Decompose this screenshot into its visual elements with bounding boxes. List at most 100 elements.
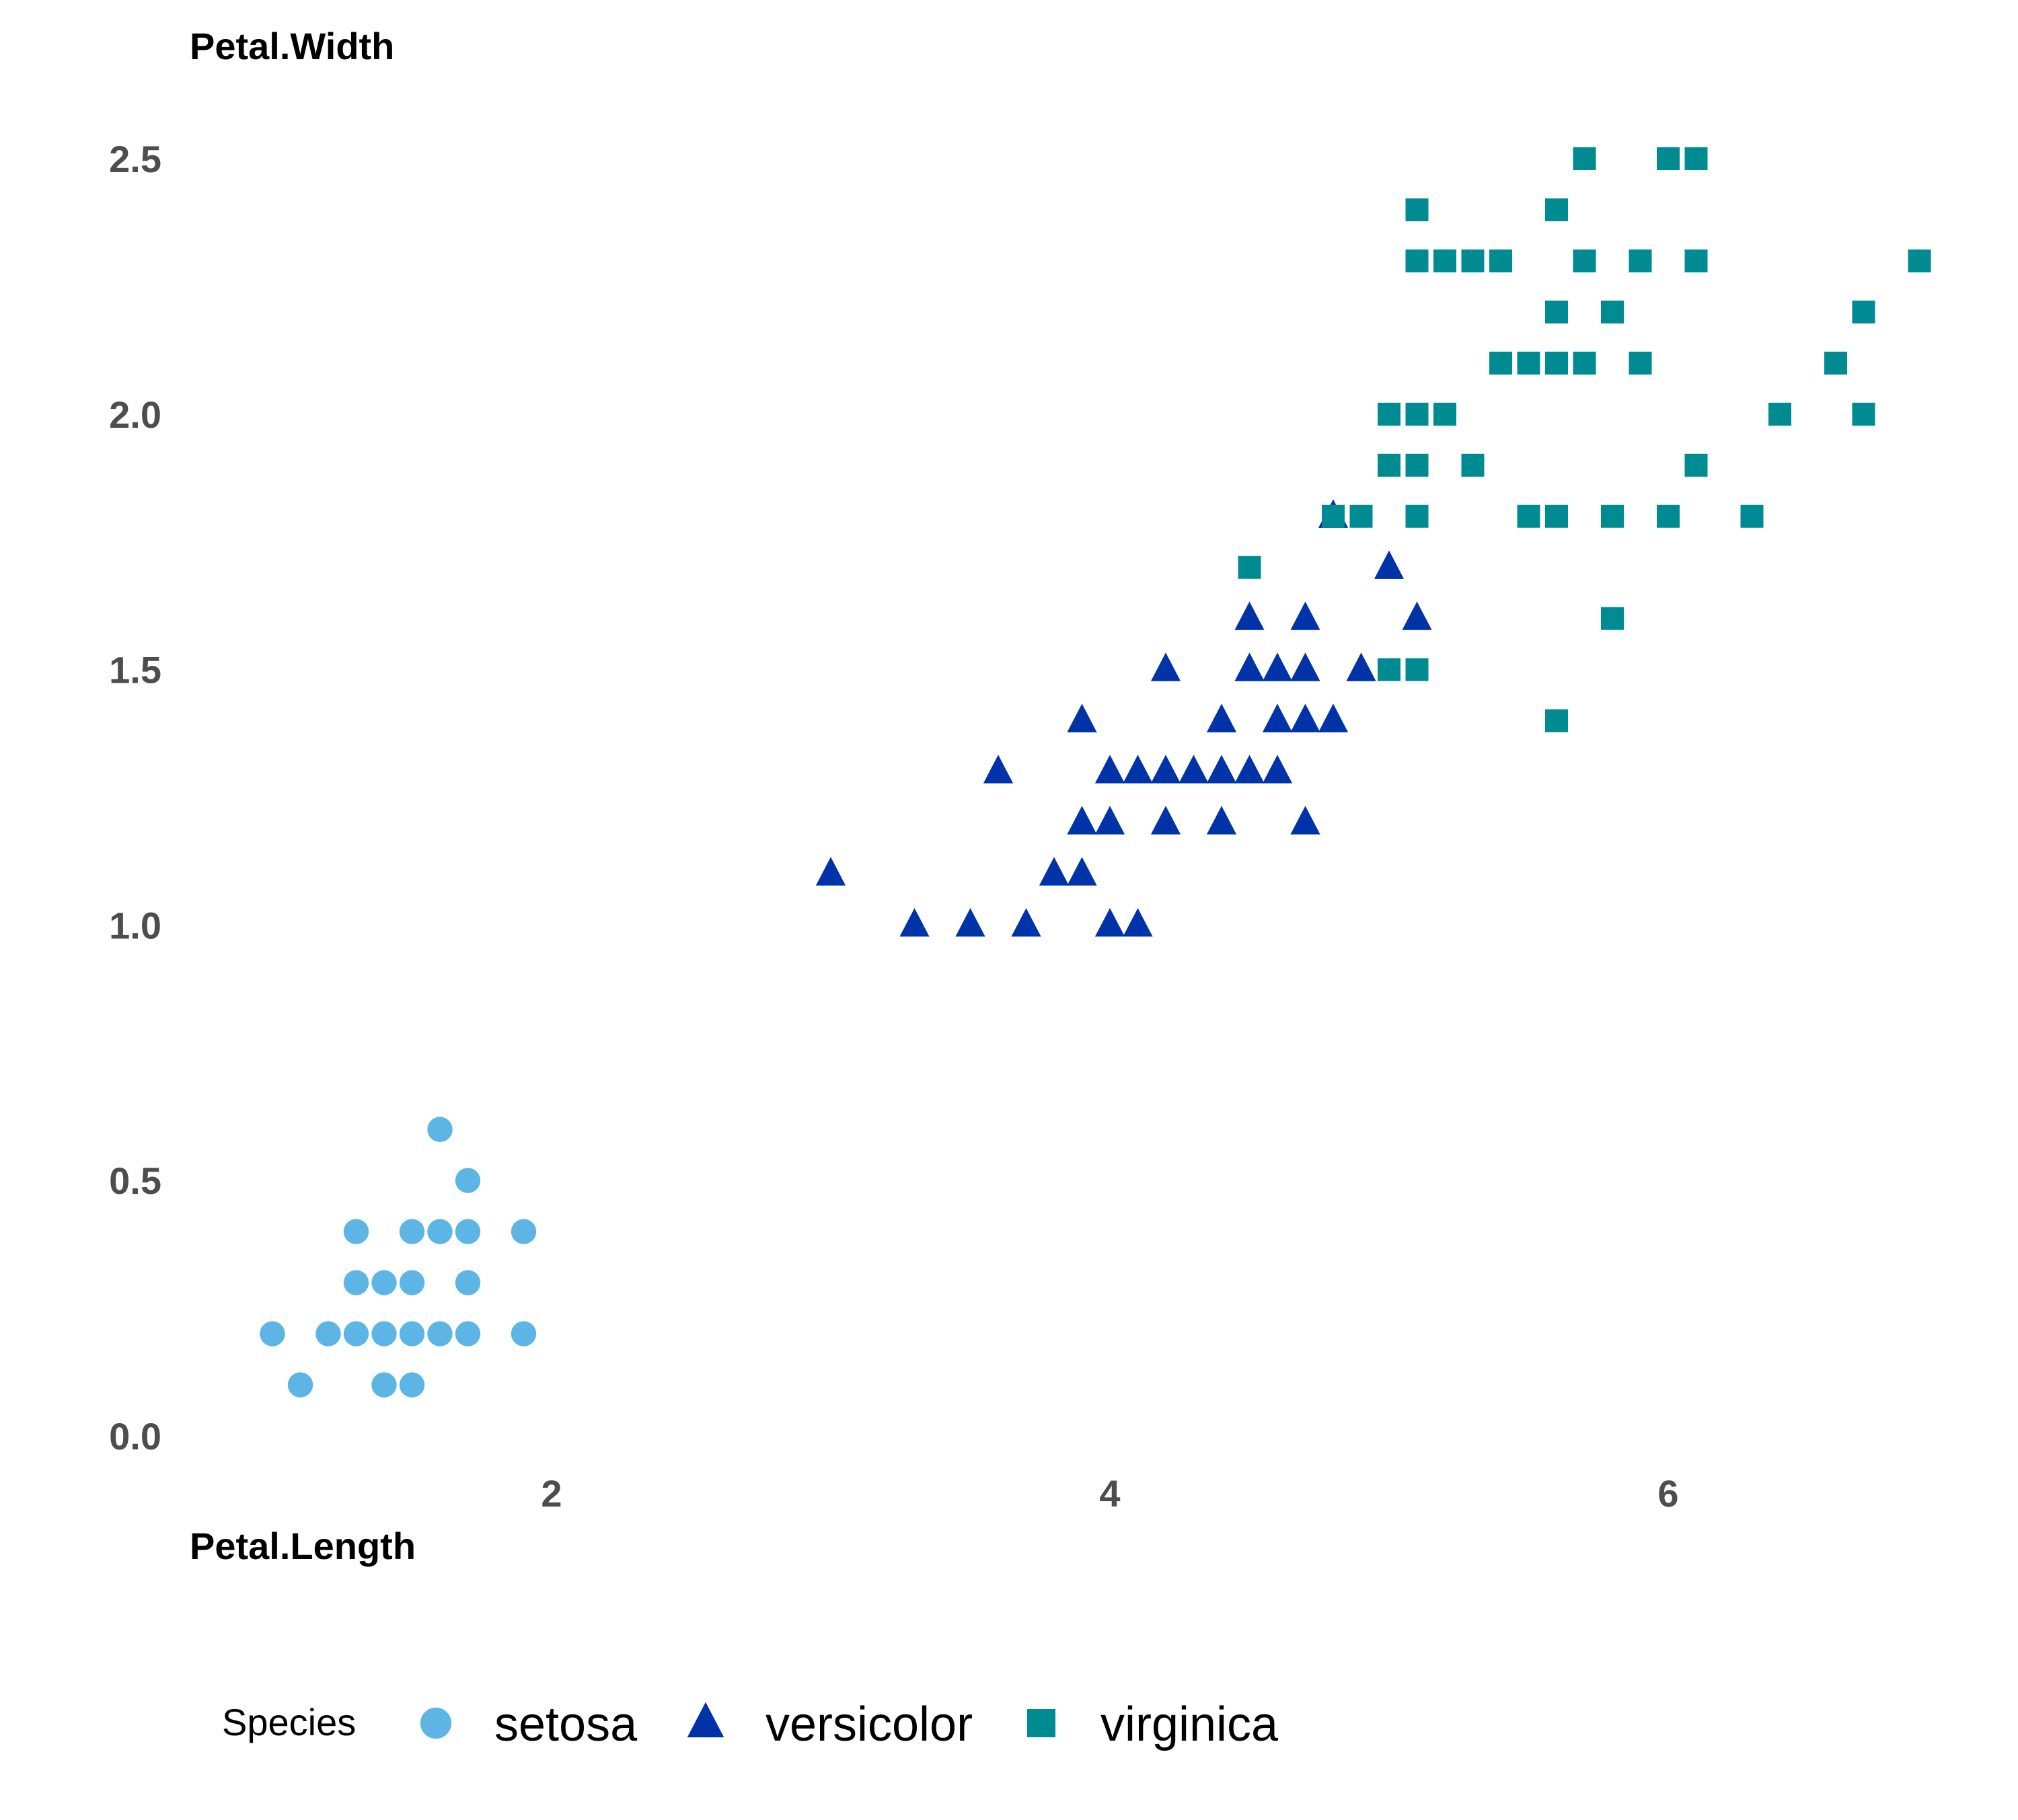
setosa-point xyxy=(343,1219,369,1244)
versicolor-point xyxy=(1094,755,1125,784)
virginica-point xyxy=(1684,147,1708,170)
setosa-point xyxy=(427,1219,453,1244)
versicolor-point xyxy=(955,908,985,937)
virginica-point xyxy=(1405,504,1429,528)
virginica-point xyxy=(1824,351,1847,375)
virginica-point xyxy=(1573,249,1596,272)
virginica-point xyxy=(1852,300,1875,324)
versicolor-point xyxy=(1011,908,1041,937)
legend-circle-icon xyxy=(420,1707,452,1739)
virginica-point xyxy=(1657,147,1680,170)
setosa-point xyxy=(455,1168,481,1193)
virginica-point xyxy=(1684,453,1708,477)
virginica-point xyxy=(1573,147,1596,170)
virginica-point xyxy=(1405,402,1429,426)
virginica-point xyxy=(1601,300,1624,324)
versicolor-point xyxy=(1262,704,1293,732)
versicolor-point xyxy=(1206,704,1237,732)
setosa-point xyxy=(399,1321,425,1347)
virginica-point xyxy=(1433,402,1456,426)
x-tick-label: 2 xyxy=(541,1472,562,1515)
virginica-point xyxy=(1740,504,1764,528)
legend-title: Species xyxy=(222,1701,356,1743)
versicolor-point xyxy=(1290,652,1320,681)
virginica-point xyxy=(1517,504,1540,528)
setosa-point xyxy=(371,1270,397,1295)
versicolor-point xyxy=(1206,755,1237,784)
x-tick-label: 4 xyxy=(1099,1472,1120,1515)
series-versicolor xyxy=(815,499,1432,937)
y-tick-label: 1.5 xyxy=(109,649,161,691)
y-tick-label: 2.0 xyxy=(109,393,161,436)
virginica-point xyxy=(1573,351,1596,375)
versicolor-point xyxy=(1290,704,1320,732)
versicolor-point xyxy=(1179,755,1209,784)
series-setosa xyxy=(260,1116,537,1398)
virginica-point xyxy=(1461,453,1485,477)
virginica-point xyxy=(1378,402,1400,426)
versicolor-point xyxy=(1206,806,1237,835)
virginica-point xyxy=(1545,351,1568,375)
versicolor-point xyxy=(1290,601,1320,630)
versicolor-point xyxy=(1234,755,1265,784)
legend: Species setosa versicolor virginica xyxy=(222,1698,1279,1751)
virginica-point xyxy=(1461,249,1485,272)
versicolor-point xyxy=(1346,652,1376,681)
setosa-point xyxy=(399,1372,425,1398)
virginica-point xyxy=(1238,556,1261,579)
versicolor-point xyxy=(1234,652,1265,681)
versicolor-point xyxy=(1067,704,1097,732)
legend-label: versicolor xyxy=(765,1698,973,1751)
virginica-point xyxy=(1545,504,1568,528)
versicolor-point xyxy=(815,857,846,886)
versicolor-point xyxy=(1150,652,1181,681)
virginica-point xyxy=(1545,198,1568,221)
legend-label: setosa xyxy=(494,1698,638,1751)
virginica-point xyxy=(1405,453,1429,477)
plot-points xyxy=(260,147,1931,1398)
virginica-point xyxy=(1629,351,1652,375)
virginica-point xyxy=(1684,249,1708,272)
versicolor-point xyxy=(1262,755,1293,784)
legend-items: setosa versicolor virginica xyxy=(420,1698,1279,1751)
versicolor-point xyxy=(1262,652,1293,681)
setosa-point xyxy=(427,1116,453,1142)
versicolor-point xyxy=(1123,755,1153,784)
versicolor-point xyxy=(1318,704,1349,732)
versicolor-point xyxy=(1150,806,1181,835)
setosa-point xyxy=(260,1321,285,1347)
versicolor-point xyxy=(983,755,1014,784)
setosa-point xyxy=(399,1219,425,1244)
virginica-point xyxy=(1908,249,1931,272)
virginica-point xyxy=(1489,351,1512,375)
setosa-point xyxy=(315,1321,341,1347)
virginica-point xyxy=(1349,504,1373,528)
setosa-point xyxy=(399,1270,425,1295)
legend-item-versicolor: versicolor xyxy=(687,1698,973,1751)
setosa-point xyxy=(427,1321,453,1347)
x-axis-title: Petal.Length xyxy=(190,1525,416,1567)
versicolor-point xyxy=(1234,601,1265,630)
versicolor-point xyxy=(1150,755,1181,784)
virginica-point xyxy=(1378,658,1400,681)
legend-triangle-icon xyxy=(687,1702,724,1738)
legend-square-icon xyxy=(1027,1709,1055,1737)
y-tick-label: 0.5 xyxy=(109,1160,161,1202)
virginica-point xyxy=(1629,249,1652,272)
versicolor-point xyxy=(1094,908,1125,937)
setosa-point xyxy=(371,1321,397,1347)
setosa-point xyxy=(455,1219,481,1244)
x-axis-ticks: 2 4 6 xyxy=(541,1472,1678,1515)
legend-label: virginica xyxy=(1100,1698,1279,1751)
legend-item-virginica: virginica xyxy=(1027,1698,1279,1751)
versicolor-point xyxy=(1067,857,1097,886)
versicolor-point xyxy=(1290,806,1320,835)
y-tick-label: 0.0 xyxy=(109,1415,161,1457)
setosa-point xyxy=(343,1270,369,1295)
virginica-point xyxy=(1433,249,1456,272)
virginica-point xyxy=(1545,300,1568,324)
setosa-point xyxy=(511,1321,537,1347)
virginica-point xyxy=(1545,709,1568,732)
series-virginica xyxy=(1238,147,1931,732)
